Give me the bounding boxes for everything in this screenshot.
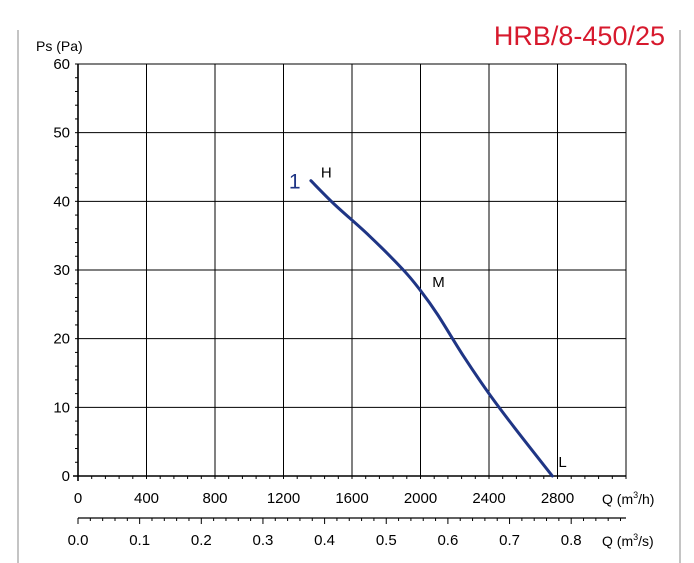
point-annotation-h: H xyxy=(321,165,332,182)
x2-tick-label: 0.4 xyxy=(314,532,335,549)
y-tick-label: 50 xyxy=(53,125,70,142)
x2-tick-label: 0.2 xyxy=(191,532,212,549)
x2-axis-label-unit: /s) xyxy=(638,533,654,549)
x2-axis-label-main: Q (m xyxy=(602,533,633,549)
y-tick-label: 10 xyxy=(53,399,70,416)
x-tick-label: 2400 xyxy=(472,490,505,507)
y-tick-label: 0 xyxy=(62,468,70,485)
curve-group: 1 H M L xyxy=(289,165,567,478)
x-tick-label: 0 xyxy=(74,490,82,507)
x-tick-label: 1200 xyxy=(267,490,300,507)
fan-curve-line xyxy=(309,179,554,478)
point-annotation-m: M xyxy=(432,274,445,291)
x2-tick-label: 0.1 xyxy=(129,532,150,549)
series-label: 1 xyxy=(289,171,301,194)
secondary-x-tick-labels: 0.0 0.1 0.2 0.3 0.4 0.5 0.6 0.7 0.8 xyxy=(68,532,582,549)
x2-tick-label: 0.6 xyxy=(437,532,458,549)
x-tick-label: 2000 xyxy=(404,490,437,507)
x2-tick-label: 0.7 xyxy=(499,532,520,549)
x-tick-label: 400 xyxy=(134,490,159,507)
x-tick-label: 800 xyxy=(202,490,227,507)
y-tick-label: 60 xyxy=(53,56,70,73)
x-axis-label-sup: 3 xyxy=(633,490,638,500)
grid xyxy=(73,63,627,481)
model-title: HRB/8-450/25 xyxy=(494,21,665,51)
x-axis-label: Q (m3/h) xyxy=(602,490,654,507)
y-tick-label: 30 xyxy=(53,262,70,279)
y-tick-label: 40 xyxy=(53,193,70,210)
secondary-x-axis xyxy=(77,517,626,524)
y-axis-label: Ps (Pa) xyxy=(36,38,83,54)
x2-axis-label-sup: 3 xyxy=(633,532,638,542)
x2-tick-label: 0.8 xyxy=(561,532,582,549)
x-axis-label-unit: /h) xyxy=(638,491,654,507)
y-tick-labels: 0 10 20 30 40 50 60 xyxy=(53,56,70,485)
point-annotation-l: L xyxy=(558,454,566,471)
x2-tick-label: 0.3 xyxy=(253,532,274,549)
x-tick-label: 1600 xyxy=(335,490,368,507)
x2-tick-label: 0.5 xyxy=(376,532,397,549)
y-tick-label: 20 xyxy=(53,331,70,348)
x-axis-label-main: Q (m xyxy=(602,491,633,507)
x2-axis-label: Q (m3/s) xyxy=(602,532,654,549)
x-tick-label: 2800 xyxy=(541,490,574,507)
minor-ticks xyxy=(75,63,627,479)
x2-tick-label: 0.0 xyxy=(68,532,89,549)
x-tick-labels: 0 400 800 1200 1600 2000 2400 2800 xyxy=(74,490,574,507)
